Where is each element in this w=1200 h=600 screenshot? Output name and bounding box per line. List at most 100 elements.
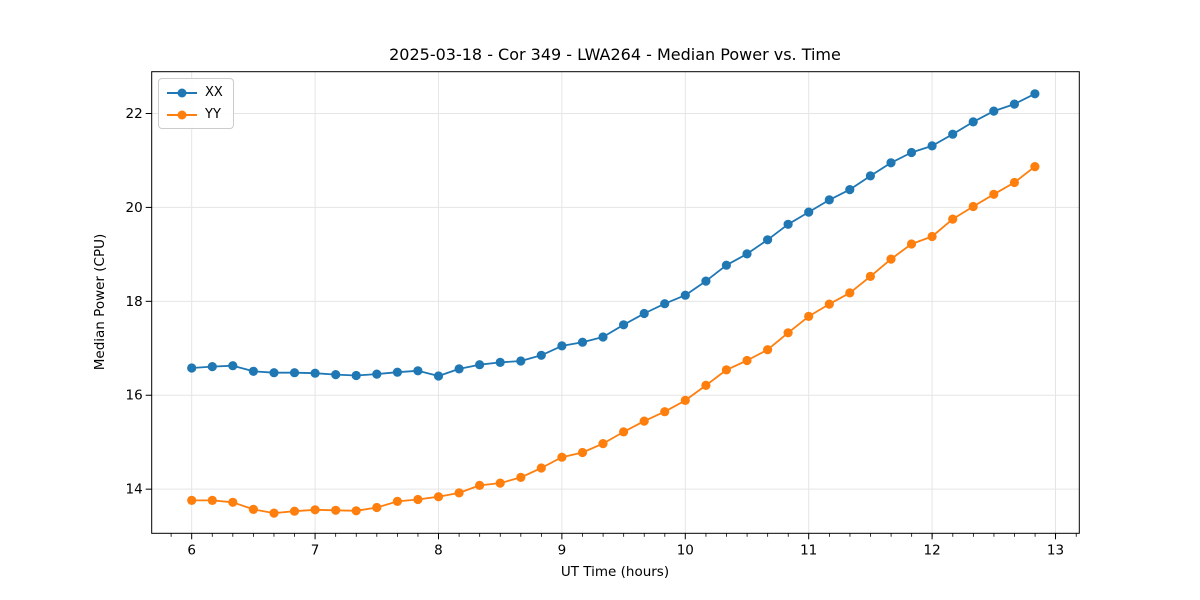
series-marker-YY — [968, 201, 978, 212]
series-marker-XX — [207, 362, 217, 372]
legend-entry-xx: XX — [167, 84, 223, 101]
series-marker-YY — [927, 231, 937, 242]
x-tick-label: 7 — [311, 542, 320, 558]
x-tick-label: 11 — [800, 542, 817, 558]
series-marker-YY — [392, 496, 402, 506]
series-marker-XX — [433, 371, 444, 381]
series-marker-XX — [948, 129, 958, 139]
series-marker-XX — [742, 249, 752, 259]
series-marker-XX — [701, 276, 711, 286]
series-marker-XX — [248, 366, 258, 376]
series-marker-YY — [660, 407, 670, 417]
series-marker-XX — [516, 356, 526, 366]
series-marker-XX — [372, 369, 382, 379]
series-marker-YY — [1009, 177, 1020, 188]
series-marker-YY — [536, 463, 546, 473]
series-marker-XX — [845, 185, 855, 195]
series-marker-YY — [763, 345, 773, 355]
series-line-YY — [191, 165, 1036, 514]
series-marker-YY — [495, 478, 505, 488]
series-marker-XX — [228, 361, 238, 371]
series-marker-XX — [804, 207, 814, 217]
series-marker-YY — [228, 497, 238, 507]
x-tick-label: 12 — [923, 542, 940, 558]
series-marker-XX — [927, 141, 937, 151]
series-marker-XX — [639, 308, 649, 319]
series-marker-YY — [289, 506, 300, 516]
series-marker-YY — [454, 488, 464, 498]
series-marker-YY — [475, 480, 485, 490]
series-marker-XX — [475, 360, 485, 370]
series-marker-YY — [310, 505, 320, 515]
series-marker-XX — [310, 368, 320, 378]
series-marker-XX — [968, 117, 978, 127]
series-marker-YY — [433, 492, 444, 502]
legend-entry-yy: YY — [167, 106, 223, 123]
series-marker-XX — [865, 171, 876, 181]
legend-line-marker-icon — [167, 84, 197, 101]
series-marker-YY — [701, 380, 711, 390]
series-marker-YY — [845, 288, 855, 298]
series-marker-YY — [680, 395, 690, 405]
y-tick-label: 20 — [126, 200, 143, 216]
series-marker-YY — [804, 311, 814, 321]
series-marker-XX — [454, 364, 464, 374]
series-marker-XX — [989, 106, 999, 116]
series-marker-XX — [331, 370, 341, 380]
y-tick-label: 16 — [126, 388, 143, 404]
series-marker-YY — [865, 271, 876, 281]
series-marker-XX — [413, 366, 423, 376]
series-marker-YY — [886, 254, 896, 264]
series-marker-YY — [557, 452, 567, 462]
series-marker-YY — [948, 214, 958, 224]
series-marker-XX — [721, 260, 732, 270]
series-marker-XX — [619, 320, 629, 330]
series-marker-YY — [207, 495, 217, 505]
series-line-XX — [191, 92, 1036, 377]
series-marker-XX — [577, 337, 588, 347]
series-marker-XX — [598, 332, 608, 342]
series-marker-YY — [639, 416, 649, 426]
chart-title: 2025-03-18 - Cor 349 - LWA264 - Median P… — [389, 45, 841, 64]
series-marker-XX — [495, 357, 505, 367]
series-marker-XX — [680, 290, 690, 300]
series-marker-XX — [1030, 89, 1040, 99]
plot-border — [151, 71, 1080, 534]
series-marker-XX — [906, 147, 917, 158]
series-marker-XX — [536, 350, 546, 360]
series-marker-XX — [660, 299, 670, 309]
y-tick-label: 18 — [126, 294, 143, 310]
series-marker-YY — [516, 472, 526, 482]
legend-line-marker-icon — [167, 106, 197, 123]
x-tick-label: 10 — [677, 542, 694, 558]
series-marker-XX — [351, 370, 361, 381]
series-marker-XX — [289, 368, 300, 378]
series-marker-YY — [1030, 162, 1040, 172]
legend-label-xx: XX — [205, 85, 223, 100]
y-tick-label: 22 — [126, 106, 143, 122]
series-marker-YY — [351, 506, 361, 516]
series-marker-XX — [763, 235, 773, 245]
series-marker-YY — [248, 504, 258, 514]
x-tick-label: 8 — [434, 542, 443, 558]
series-marker-XX — [269, 368, 279, 378]
y-tick-label: 14 — [126, 482, 143, 498]
x-tick-label: 9 — [558, 542, 567, 558]
series-marker-XX — [392, 367, 402, 377]
x-tick-label: 6 — [187, 542, 196, 558]
series-marker-YY — [721, 365, 732, 375]
series-marker-YY — [598, 439, 608, 449]
series-marker-XX — [557, 341, 567, 351]
legend-label-yy: YY — [205, 107, 221, 122]
series-marker-YY — [906, 239, 917, 249]
series-marker-YY — [413, 494, 423, 505]
series-marker-YY — [269, 508, 279, 518]
x-tick-label: 13 — [1047, 542, 1064, 558]
series-marker-YY — [372, 502, 382, 513]
series-marker-XX — [783, 219, 793, 229]
x-axis-label: UT Time (hours) — [560, 564, 670, 580]
series-marker-XX — [824, 195, 834, 205]
series-marker-XX — [1009, 99, 1020, 109]
series-marker-YY — [331, 505, 341, 515]
